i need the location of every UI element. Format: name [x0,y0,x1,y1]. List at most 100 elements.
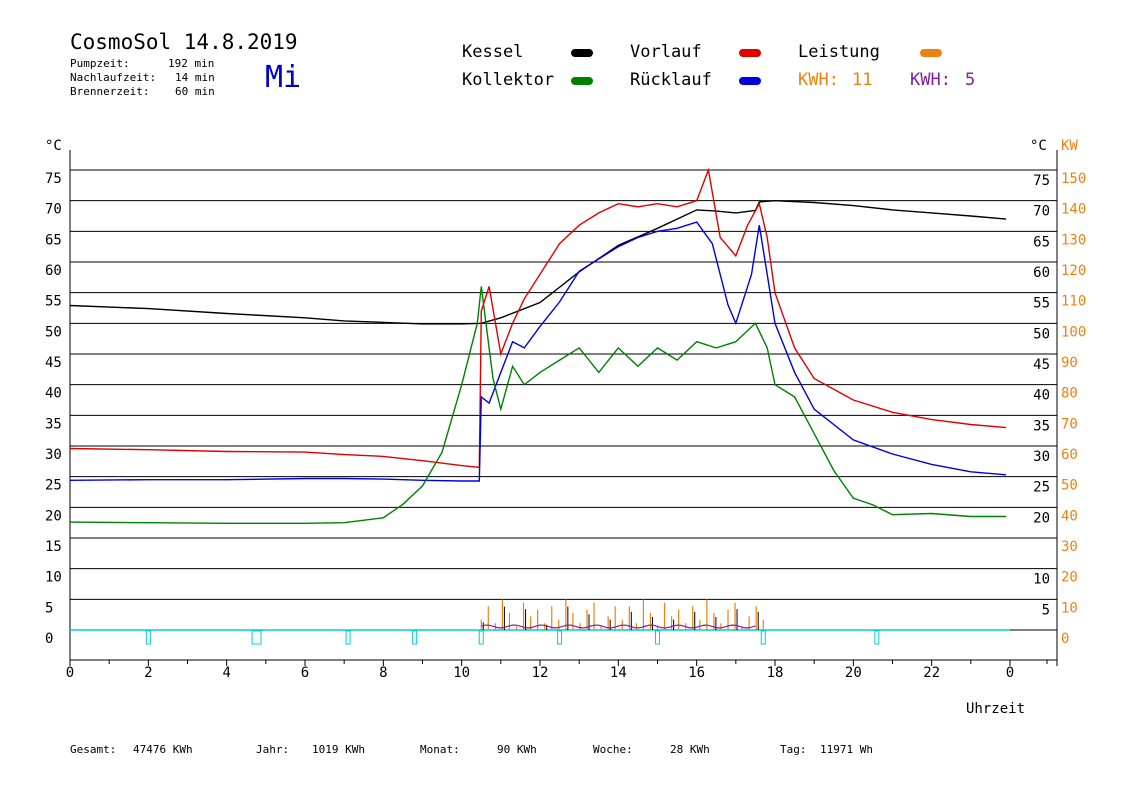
y-tick-label-right-kw: 80 [1061,386,1078,402]
legend-kollektor-label: Kollektor [462,70,555,90]
y-tick-label-left: 30 [45,447,62,463]
legend-kollektor-swatch [571,77,593,85]
x-tick-label: 10 [453,665,470,681]
y-tick-label-right-kw: 110 [1061,294,1086,310]
footer-woche-value: 28 KWh [670,743,710,756]
legend-ruecklauf-swatch [739,77,761,85]
followup-time-label: Nachlaufzeit: [70,71,157,84]
kwh-trace [481,624,756,629]
kwh-orange-label: KWH: [798,70,839,90]
y-tick-label-right-kw: 90 [1061,355,1078,371]
pump-marker [557,630,563,645]
y-tick-label-right-c: 60 [1033,265,1050,281]
x-tick-label: 0 [1006,665,1014,681]
kwh-purple-value: 5 [965,70,976,90]
footer-tag-value: 11971 Wh [820,743,873,756]
y-tick-label-right-c: 10 [1033,572,1050,588]
y-tick-label-left: 75 [45,171,62,187]
footer-monat-label: Monat: [420,743,460,756]
y-tick-label-right-c: 45 [1033,357,1050,373]
pump-time-label: Pumpzeit: [70,57,130,70]
y-tick-label-right-kw: 150 [1061,171,1086,187]
pump-marker [251,630,262,645]
series-line-kollektor [69,286,1007,524]
left-axis-unit: °C [45,138,62,154]
pump-marker [145,630,151,645]
burner-time-value: 60 min [175,85,215,98]
y-tick-label-left: 15 [45,539,62,555]
x-tick-label: 12 [532,665,549,681]
legend-vorlauf-swatch [739,49,761,57]
footer-gesamt-value: 47476 KWh [133,743,193,756]
legend-leistung-swatch [920,49,942,57]
y-tick-label-right-kw: 40 [1061,508,1078,524]
y-tick-label-right-kw: 0 [1061,631,1069,647]
y-tick-label-right-kw: 140 [1061,202,1086,218]
x-tick-label: 16 [688,665,705,681]
y-tick-label-right-c: 40 [1033,388,1050,404]
x-tick-label: 6 [301,665,309,681]
kwh-orange-value: 11 [852,70,873,90]
legend-vorlauf-label: Vorlauf [630,42,702,62]
legend-kessel-label: Kessel [462,42,524,62]
y-tick-label-right-c: 70 [1033,204,1050,220]
y-tick-label-left: 55 [45,294,62,310]
y-tick-label-right-c: 75 [1033,173,1050,189]
x-axis-label: Uhrzeit [966,701,1026,717]
y-tick-label-left: 50 [45,324,62,340]
y-tick-label-right-c: 65 [1033,234,1050,250]
series-line-ruecklauf [69,221,1007,482]
pump-time-value: 192 min [168,57,215,70]
y-tick-label-right-c: 50 [1033,326,1050,342]
x-tick-label: 4 [222,665,230,681]
y-tick-label-left: 60 [45,263,62,279]
y-tick-label-right-kw: 70 [1061,416,1078,432]
y-tick-label-right-kw: 20 [1061,570,1078,586]
y-tick-label-left: 0 [45,631,53,647]
footer-jahr-value: 1019 KWh [312,743,365,756]
y-tick-label-right-kw: 60 [1061,447,1078,463]
x-tick-label: 8 [379,665,387,681]
footer-tag-label: Tag: [780,743,807,756]
y-tick-label-right-kw: 30 [1061,539,1078,555]
y-tick-label-right-kw: 130 [1061,232,1086,248]
legend-ruecklauf-label: Rücklauf [630,70,712,90]
footer-monat-value: 90 KWh [497,743,537,756]
right-axis-unit-kw: KW [1061,138,1078,154]
y-tick-label-right-kw: 10 [1061,600,1078,616]
pump-marker [478,630,484,645]
x-tick-label: 0 [66,665,74,681]
x-tick-label: 18 [767,665,784,681]
series-line-vorlauf [69,167,1007,469]
burner-time-label: Brennerzeit: [70,85,150,98]
y-tick-label-left: 40 [45,386,62,402]
y-tick-label-left: 70 [45,202,62,218]
y-tick-label-right-c: 20 [1033,510,1050,526]
pump-marker [412,630,418,645]
legend-kessel-swatch [571,49,593,57]
y-tick-label-right-kw: 120 [1061,263,1086,279]
x-tick-label: 20 [845,665,862,681]
y-tick-label-left: 25 [45,478,62,494]
y-tick-label-right-c: 5 [1042,602,1050,618]
y-tick-label-right-c: 30 [1033,449,1050,465]
pump-marker [345,630,351,645]
series-line-kessel [69,199,1007,325]
y-tick-label-right-c: 55 [1033,296,1050,312]
y-tick-label-left: 45 [45,355,62,371]
right-axis-unit-c: °C [1030,138,1047,154]
kwh-purple-label: KWH: [910,70,951,90]
y-tick-label-left: 20 [45,508,62,524]
pump-marker [655,630,660,645]
footer-gesamt-label: Gesamt: [70,743,117,756]
y-tick-label-left: 10 [45,570,62,586]
page-title: CosmoSol 14.8.2019 [70,30,298,54]
y-tick-label-right-c: 35 [1033,418,1050,434]
weekday-label: Mi [265,60,302,95]
x-tick-label: 14 [610,665,627,681]
pump-marker [760,630,766,645]
followup-time-value: 14 min [175,71,215,84]
legend-leistung-label: Leistung [798,42,880,62]
pump-marker [874,630,880,645]
